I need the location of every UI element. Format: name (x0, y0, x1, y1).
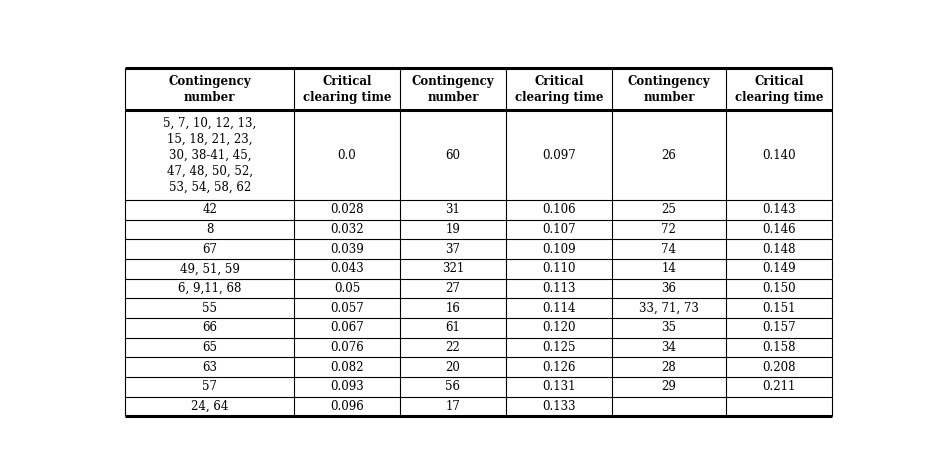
Text: Critical
clearing time: Critical clearing time (303, 75, 391, 104)
Text: 25: 25 (661, 203, 676, 217)
Text: 0.043: 0.043 (331, 262, 364, 276)
Text: 0.113: 0.113 (542, 282, 575, 295)
Text: 19: 19 (446, 223, 460, 236)
Text: 0.114: 0.114 (542, 302, 575, 315)
Text: 49, 51, 59: 49, 51, 59 (180, 262, 240, 276)
Text: 0.151: 0.151 (762, 302, 796, 315)
Text: 0.039: 0.039 (331, 243, 364, 256)
Text: 0.140: 0.140 (762, 149, 796, 162)
Text: Contingency
number: Contingency number (168, 75, 251, 104)
Text: 27: 27 (446, 282, 460, 295)
Text: 42: 42 (203, 203, 218, 217)
Text: Critical
clearing time: Critical clearing time (735, 75, 823, 104)
Text: 29: 29 (661, 380, 676, 393)
Text: 0.05: 0.05 (334, 282, 361, 295)
Text: 22: 22 (446, 341, 460, 354)
Text: 0.107: 0.107 (542, 223, 575, 236)
Text: 65: 65 (203, 341, 218, 354)
Text: Critical
clearing time: Critical clearing time (515, 75, 603, 104)
Text: 6, 9,11, 68: 6, 9,11, 68 (178, 282, 242, 295)
Text: 0.096: 0.096 (331, 400, 364, 413)
Text: 17: 17 (446, 400, 460, 413)
Text: 57: 57 (203, 380, 218, 393)
Text: 66: 66 (203, 321, 218, 334)
Text: 0.032: 0.032 (331, 223, 364, 236)
Text: 37: 37 (446, 243, 460, 256)
Text: 0.148: 0.148 (762, 243, 796, 256)
Text: 0.028: 0.028 (331, 203, 364, 217)
Text: 14: 14 (661, 262, 676, 276)
Text: 5, 7, 10, 12, 13,
15, 18, 21, 23,
30, 38-41, 45,
47, 48, 50, 52,
53, 54, 58, 62: 5, 7, 10, 12, 13, 15, 18, 21, 23, 30, 38… (163, 117, 257, 194)
Text: Contingency
number: Contingency number (628, 75, 710, 104)
Text: 0.143: 0.143 (762, 203, 796, 217)
Text: 60: 60 (446, 149, 460, 162)
Text: 63: 63 (203, 361, 218, 374)
Text: 0.211: 0.211 (762, 380, 796, 393)
Text: 0.126: 0.126 (542, 361, 575, 374)
Text: 74: 74 (661, 243, 676, 256)
Text: 0.067: 0.067 (331, 321, 364, 334)
Text: 0.208: 0.208 (762, 361, 796, 374)
Text: 55: 55 (203, 302, 218, 315)
Text: 0.082: 0.082 (331, 361, 364, 374)
Text: 0.150: 0.150 (762, 282, 796, 295)
Text: 36: 36 (661, 282, 676, 295)
Text: 321: 321 (442, 262, 464, 276)
Text: 16: 16 (446, 302, 460, 315)
Text: 0.149: 0.149 (762, 262, 796, 276)
Text: 0.146: 0.146 (762, 223, 796, 236)
Text: 33, 71, 73: 33, 71, 73 (639, 302, 699, 315)
Text: 0.110: 0.110 (542, 262, 575, 276)
Text: 0.125: 0.125 (542, 341, 575, 354)
Text: 26: 26 (661, 149, 676, 162)
Text: 56: 56 (446, 380, 460, 393)
Text: 0.106: 0.106 (542, 203, 575, 217)
Text: 0.076: 0.076 (331, 341, 364, 354)
Text: 20: 20 (446, 361, 460, 374)
Text: 34: 34 (661, 341, 676, 354)
Text: 0.109: 0.109 (542, 243, 575, 256)
Text: 0.133: 0.133 (542, 400, 575, 413)
Text: 67: 67 (203, 243, 218, 256)
Text: 0.131: 0.131 (542, 380, 575, 393)
Text: 0.158: 0.158 (762, 341, 796, 354)
Text: 72: 72 (661, 223, 676, 236)
Text: Contingency
number: Contingency number (412, 75, 494, 104)
Text: 0.093: 0.093 (331, 380, 364, 393)
Text: 24, 64: 24, 64 (191, 400, 229, 413)
Text: 31: 31 (446, 203, 460, 217)
Text: 0.157: 0.157 (762, 321, 796, 334)
Text: 0.0: 0.0 (338, 149, 357, 162)
Text: 8: 8 (206, 223, 214, 236)
Text: 0.097: 0.097 (542, 149, 575, 162)
Text: 0.057: 0.057 (331, 302, 364, 315)
Text: 35: 35 (661, 321, 676, 334)
Text: 0.120: 0.120 (542, 321, 575, 334)
Text: 61: 61 (446, 321, 460, 334)
Text: 28: 28 (661, 361, 676, 374)
